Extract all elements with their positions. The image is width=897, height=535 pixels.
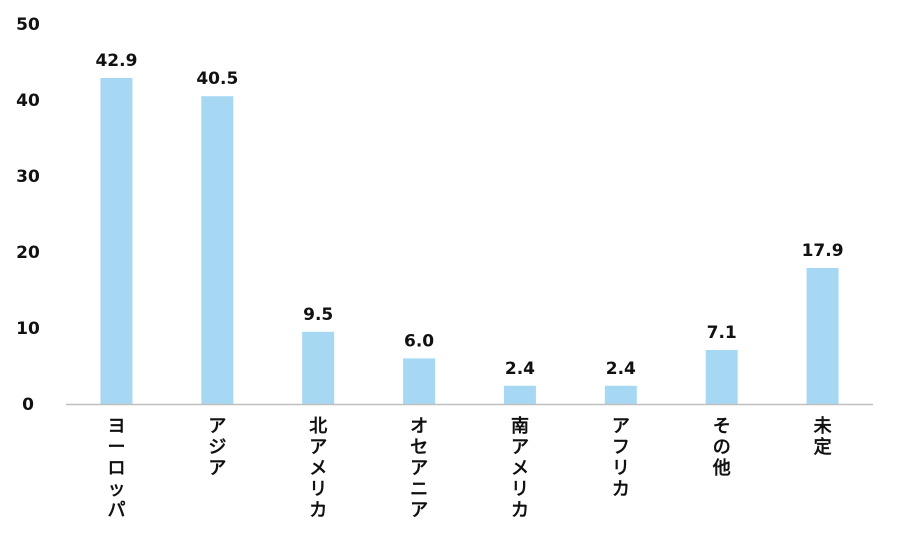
y-tick-label: 30 <box>16 167 40 187</box>
bar <box>503 385 536 404</box>
data-label: 2.4 <box>606 359 636 379</box>
x-tick-label: その他 <box>712 416 731 479</box>
y-tick-label: 50 <box>16 15 40 35</box>
data-labels: 42.9 40.5 9.5 6.0 2.4 2.4 7.1 17.9 <box>95 51 843 379</box>
data-label: 42.9 <box>95 51 137 71</box>
bar <box>705 350 738 404</box>
data-label: 17.9 <box>802 241 844 261</box>
x-tick-label: ヨーロッパ <box>107 416 125 521</box>
data-label: 2.4 <box>505 359 535 379</box>
y-tick-label: 10 <box>16 319 40 339</box>
data-label: 7.1 <box>707 323 737 343</box>
x-tick-label: アフリカ <box>612 416 630 500</box>
y-tick-label: 20 <box>16 243 40 263</box>
y-tick-label: 0 <box>22 395 34 415</box>
bar <box>604 385 637 404</box>
data-label: 6.0 <box>404 331 434 351</box>
x-tick-label: 未定 <box>814 416 833 458</box>
x-tick-label: オセアニア <box>410 416 428 521</box>
data-label: 9.5 <box>303 305 333 325</box>
y-tick-label: 40 <box>16 91 40 111</box>
data-label: 40.5 <box>196 69 238 89</box>
x-axis-labels: ヨーロッパ アジア 北アメリカ オセアニア 南アメリカ アフリカ その他 未定 <box>107 415 832 521</box>
x-tick-label: アジア <box>208 416 226 479</box>
bar <box>201 96 234 404</box>
bars <box>100 77 839 405</box>
x-tick-label: 北アメリカ <box>309 416 327 521</box>
bar <box>100 77 133 405</box>
x-tick-label: 南アメリカ <box>511 415 529 521</box>
bar <box>403 358 436 404</box>
y-axis-ticks: 0 10 20 30 40 50 <box>16 15 40 415</box>
bar <box>806 267 839 404</box>
bar <box>302 331 335 404</box>
